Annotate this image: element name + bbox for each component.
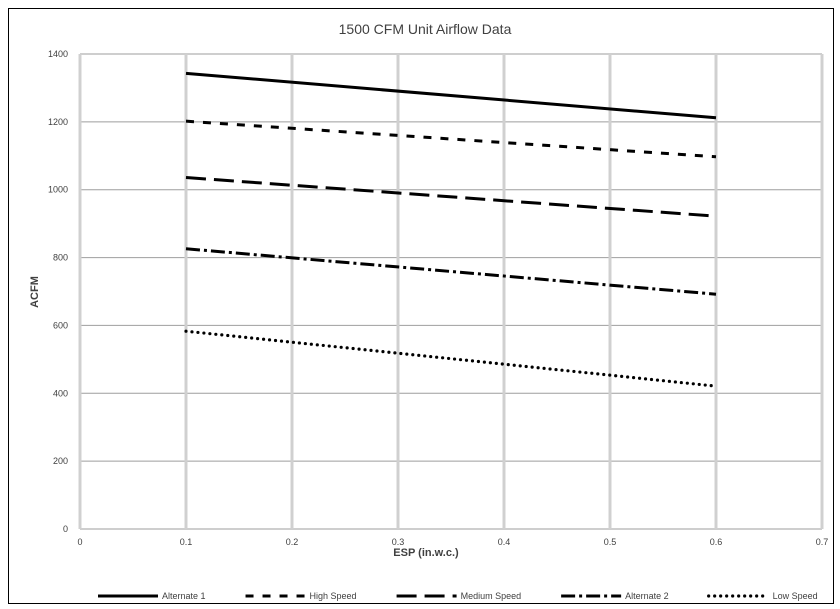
legend-label: High Speed [310, 591, 357, 601]
y-tick-label: 1000 [48, 185, 68, 195]
y-tick-label: 400 [53, 388, 68, 398]
legend-label: Medium Speed [461, 591, 522, 601]
x-tick-label: 0.7 [816, 537, 829, 547]
x-tick-label: 0.1 [180, 537, 193, 547]
chart-frame [8, 8, 834, 604]
legend-label: Alternate 1 [162, 591, 206, 601]
y-tick-label: 800 [53, 253, 68, 263]
series-line-alternate-1 [185, 71, 717, 120]
chart-title: 1500 CFM Unit Airflow Data [339, 21, 512, 37]
x-tick-label: 0.4 [498, 537, 511, 547]
legend-label: Alternate 2 [625, 591, 669, 601]
series-line-medium-speed [185, 176, 717, 218]
legend-label: Low Speed [773, 591, 818, 601]
x-axis-tick-labels: 0 0.1 0.2 0.3 0.4 0.5 0.6 0.7 [77, 537, 828, 547]
x-axis-title: ESP (in.w.c.) [393, 547, 459, 559]
x-tick-label: 0 [77, 537, 82, 547]
y-tick-label: 1400 [48, 49, 68, 59]
y-axis-title: ACFM [29, 276, 41, 308]
x-tick-label: 0.3 [392, 537, 405, 547]
y-tick-label: 0 [63, 524, 68, 534]
series-line-alternate-2 [185, 247, 717, 296]
y-tick-label: 600 [53, 320, 68, 330]
y-tick-label: 1200 [48, 117, 68, 127]
x-tick-label: 0.5 [604, 537, 617, 547]
series-line-low-speed [184, 329, 718, 388]
y-axis-tick-labels: 0 200 400 600 800 1000 1200 1400 [48, 49, 68, 534]
x-tick-label: 0.6 [710, 537, 723, 547]
series-line-high-speed [185, 119, 717, 159]
series-lines [184, 71, 718, 388]
x-tick-label: 0.2 [286, 537, 299, 547]
legend: Alternate 1 High Speed Medium Speed Alterna… [98, 591, 818, 601]
gridlines [78, 53, 824, 530]
y-tick-label: 200 [53, 456, 68, 466]
